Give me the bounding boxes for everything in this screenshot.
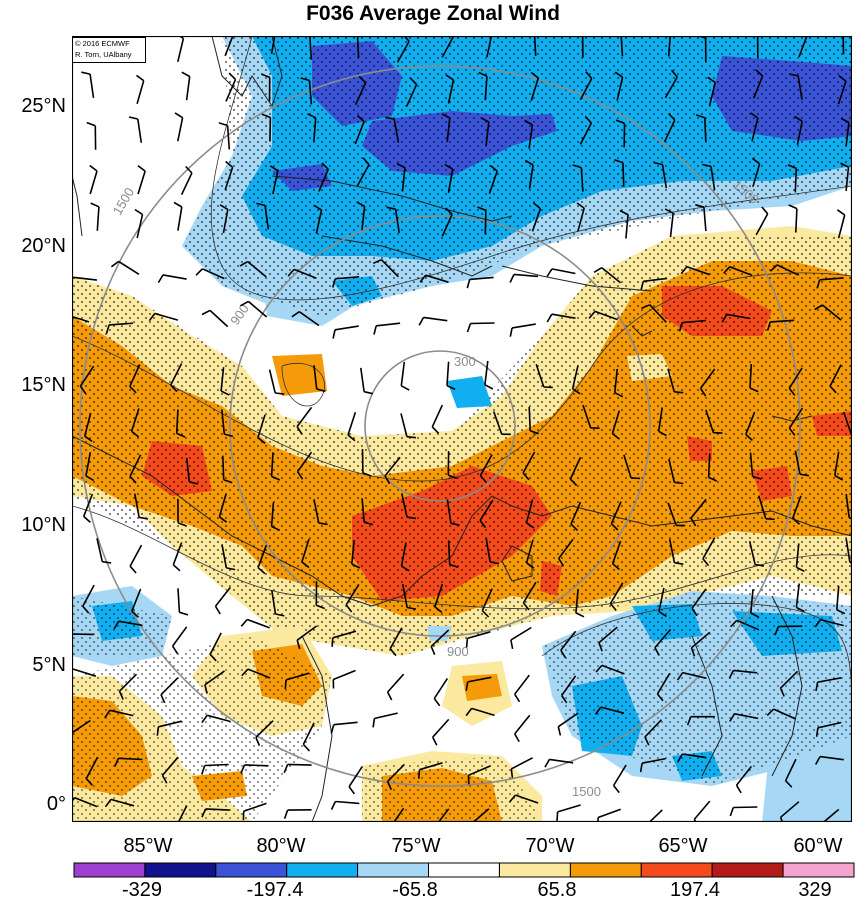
- wind-barb: [245, 765, 269, 766]
- colorbar-label-4: 65.8: [512, 879, 602, 902]
- wind-barb: [529, 407, 530, 431]
- wind-barb: [705, 118, 706, 142]
- wind-barb-flag: [557, 812, 558, 821]
- wind-barb-flag: [467, 638, 468, 647]
- wind-barb: [205, 765, 229, 766]
- colorbar-swatch: [429, 863, 500, 877]
- wind-barb: [795, 168, 796, 192]
- wind-barb-flag: [674, 392, 683, 393]
- wind-barb: [449, 541, 450, 565]
- lon-label-75w: 75°W: [376, 835, 456, 858]
- wind-barb-flag: [275, 393, 284, 394]
- wind-barb: [485, 210, 486, 234]
- colorbar-swatch: [783, 863, 854, 877]
- lat-label-0: 0°: [0, 793, 66, 816]
- wind-barb-flag: [766, 519, 775, 520]
- colorbar-swatch: [74, 863, 145, 877]
- lon-label-65w: 65°W: [643, 835, 723, 858]
- ring-label-300: 300: [454, 354, 476, 369]
- lat-label-25n: 25°N: [0, 95, 66, 118]
- ring-label-900-b: 900: [447, 644, 469, 659]
- wind-barb-flag: [332, 638, 333, 647]
- colorbar-swatch: [570, 863, 641, 877]
- colorbar-swatch: [145, 863, 216, 877]
- lat-label-5n: 5°N: [0, 654, 66, 677]
- wind-barb: [709, 453, 710, 477]
- colorbar-label-6: 329: [780, 879, 850, 902]
- colorbar-swatch: [500, 863, 571, 877]
- lat-label-15n: 15°N: [0, 374, 66, 397]
- wind-barb: [796, 209, 797, 233]
- wind-barb: [288, 764, 312, 765]
- wind-barb-flag: [407, 437, 416, 438]
- lat-label-20n: 20°N: [0, 235, 66, 258]
- credit-line-1: © 2016 ECMWF: [75, 38, 145, 49]
- wind-barb-flag: [419, 770, 420, 779]
- colorbar-label-1: -329: [97, 879, 187, 902]
- wind-barb-flag: [631, 478, 640, 479]
- colorbar-swatch: [641, 863, 712, 877]
- lon-label-70w: 70°W: [510, 835, 590, 858]
- map-title: F036 Average Zonal Wind: [0, 2, 866, 26]
- colorbar-label-5: 197.4: [650, 879, 740, 902]
- wind-barb: [623, 163, 624, 187]
- lat-label-10n: 10°N: [0, 514, 66, 537]
- credit-box: © 2016 ECMWF R. Torn, UAlbany: [72, 37, 146, 63]
- colorbar-swatch: [216, 863, 287, 877]
- colorbar-swatch: [712, 863, 783, 877]
- lon-label-85w: 85°W: [108, 835, 188, 858]
- colorbar-swatch: [358, 863, 429, 877]
- wind-barb: [223, 456, 224, 480]
- lon-label-80w: 80°W: [241, 835, 321, 858]
- colorbar-swatch: [287, 863, 358, 877]
- wind-barb-flag: [511, 769, 512, 778]
- wind-barb: [270, 118, 271, 142]
- wind-barb: [471, 323, 495, 324]
- credit-line-2: R. Torn, UAlbany: [75, 49, 145, 60]
- wind-barb-flag: [157, 727, 158, 736]
- lon-label-60w: 60°W: [778, 835, 858, 858]
- wind-barb-flag: [285, 680, 286, 689]
- zonal-wind-map: 300 900 1500 900 1500 1500: [72, 36, 852, 822]
- wind-barb: [733, 807, 757, 808]
- ring-label-1500-b: 1500: [572, 784, 601, 799]
- colorbar: [73, 862, 855, 878]
- colorbar-label-3: -65.8: [370, 879, 460, 902]
- colorbar-label-2: -197.4: [230, 879, 320, 902]
